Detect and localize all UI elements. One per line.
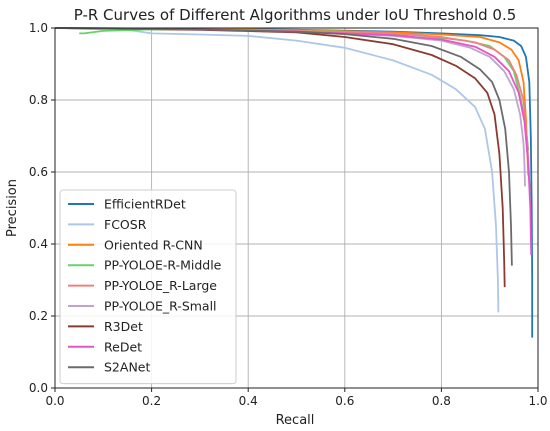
y-axis-label: Precision <box>5 179 20 237</box>
series-line-pp-yoloe-r-small <box>54 27 526 187</box>
y-axis-ticks: 0.0 0.2 0.4 0.6 0.8 1.0 <box>29 21 55 395</box>
y-tick-label: 0.2 <box>29 309 48 323</box>
x-tick-label: 0.8 <box>432 394 451 408</box>
legend-box <box>59 189 237 385</box>
series-line-r3det <box>54 27 506 288</box>
x-tick-label: 0.0 <box>45 394 64 408</box>
series-line-s2anet <box>54 27 513 266</box>
legend-label-r3det: R3Det <box>104 319 143 334</box>
y-tick-label: 0.6 <box>29 165 48 179</box>
legend-label-pp-yoloe-r-small: PP-YOLOE_R-Small <box>104 299 217 314</box>
legend-label-fcosr: FCOSR <box>104 217 147 232</box>
chart-title: P-R Curves of Different Algorithms under… <box>74 6 517 24</box>
legend-label-s2anet: S2ANet <box>104 360 150 375</box>
series-line-oriented-r-cnn <box>54 27 530 176</box>
y-tick-label: 0.8 <box>29 93 48 107</box>
y-tick-label: 0.0 <box>29 381 48 395</box>
plot-frame <box>54 27 539 389</box>
x-tick-label: 0.4 <box>239 394 258 408</box>
legend: EfficientRDet FCOSR Oriented R-CNN PP-YOLOE… <box>59 189 237 385</box>
series-line-pp-yoloe-r-middle <box>79 28 530 151</box>
legend-label-pp-yoloe-r-large: PP-YOLOE_R-Large <box>104 278 217 293</box>
y-tick-label: 0.4 <box>29 237 48 251</box>
legend-label-oriented-r-cnn: Oriented R-CNN <box>104 237 203 252</box>
series-line-pp-yoloe-r-large <box>54 27 531 191</box>
legend-label-redet: ReDet <box>104 339 142 354</box>
x-axis-ticks: 0.0 0.2 0.4 0.6 0.8 1.0 <box>45 388 548 408</box>
legend-label-pp-yoloe-r-middle: PP-YOLOE-R-Middle <box>104 258 222 273</box>
series-layer <box>54 27 534 338</box>
y-tick-label: 1.0 <box>29 21 48 35</box>
legend-label-efficientrdet: EfficientRDet <box>104 197 186 212</box>
x-tick-label: 0.2 <box>142 394 161 408</box>
x-tick-label: 0.6 <box>335 394 354 408</box>
x-axis-label: Recall <box>276 413 315 428</box>
series-line-fcosr <box>54 27 500 313</box>
x-tick-label: 1.0 <box>528 394 547 408</box>
